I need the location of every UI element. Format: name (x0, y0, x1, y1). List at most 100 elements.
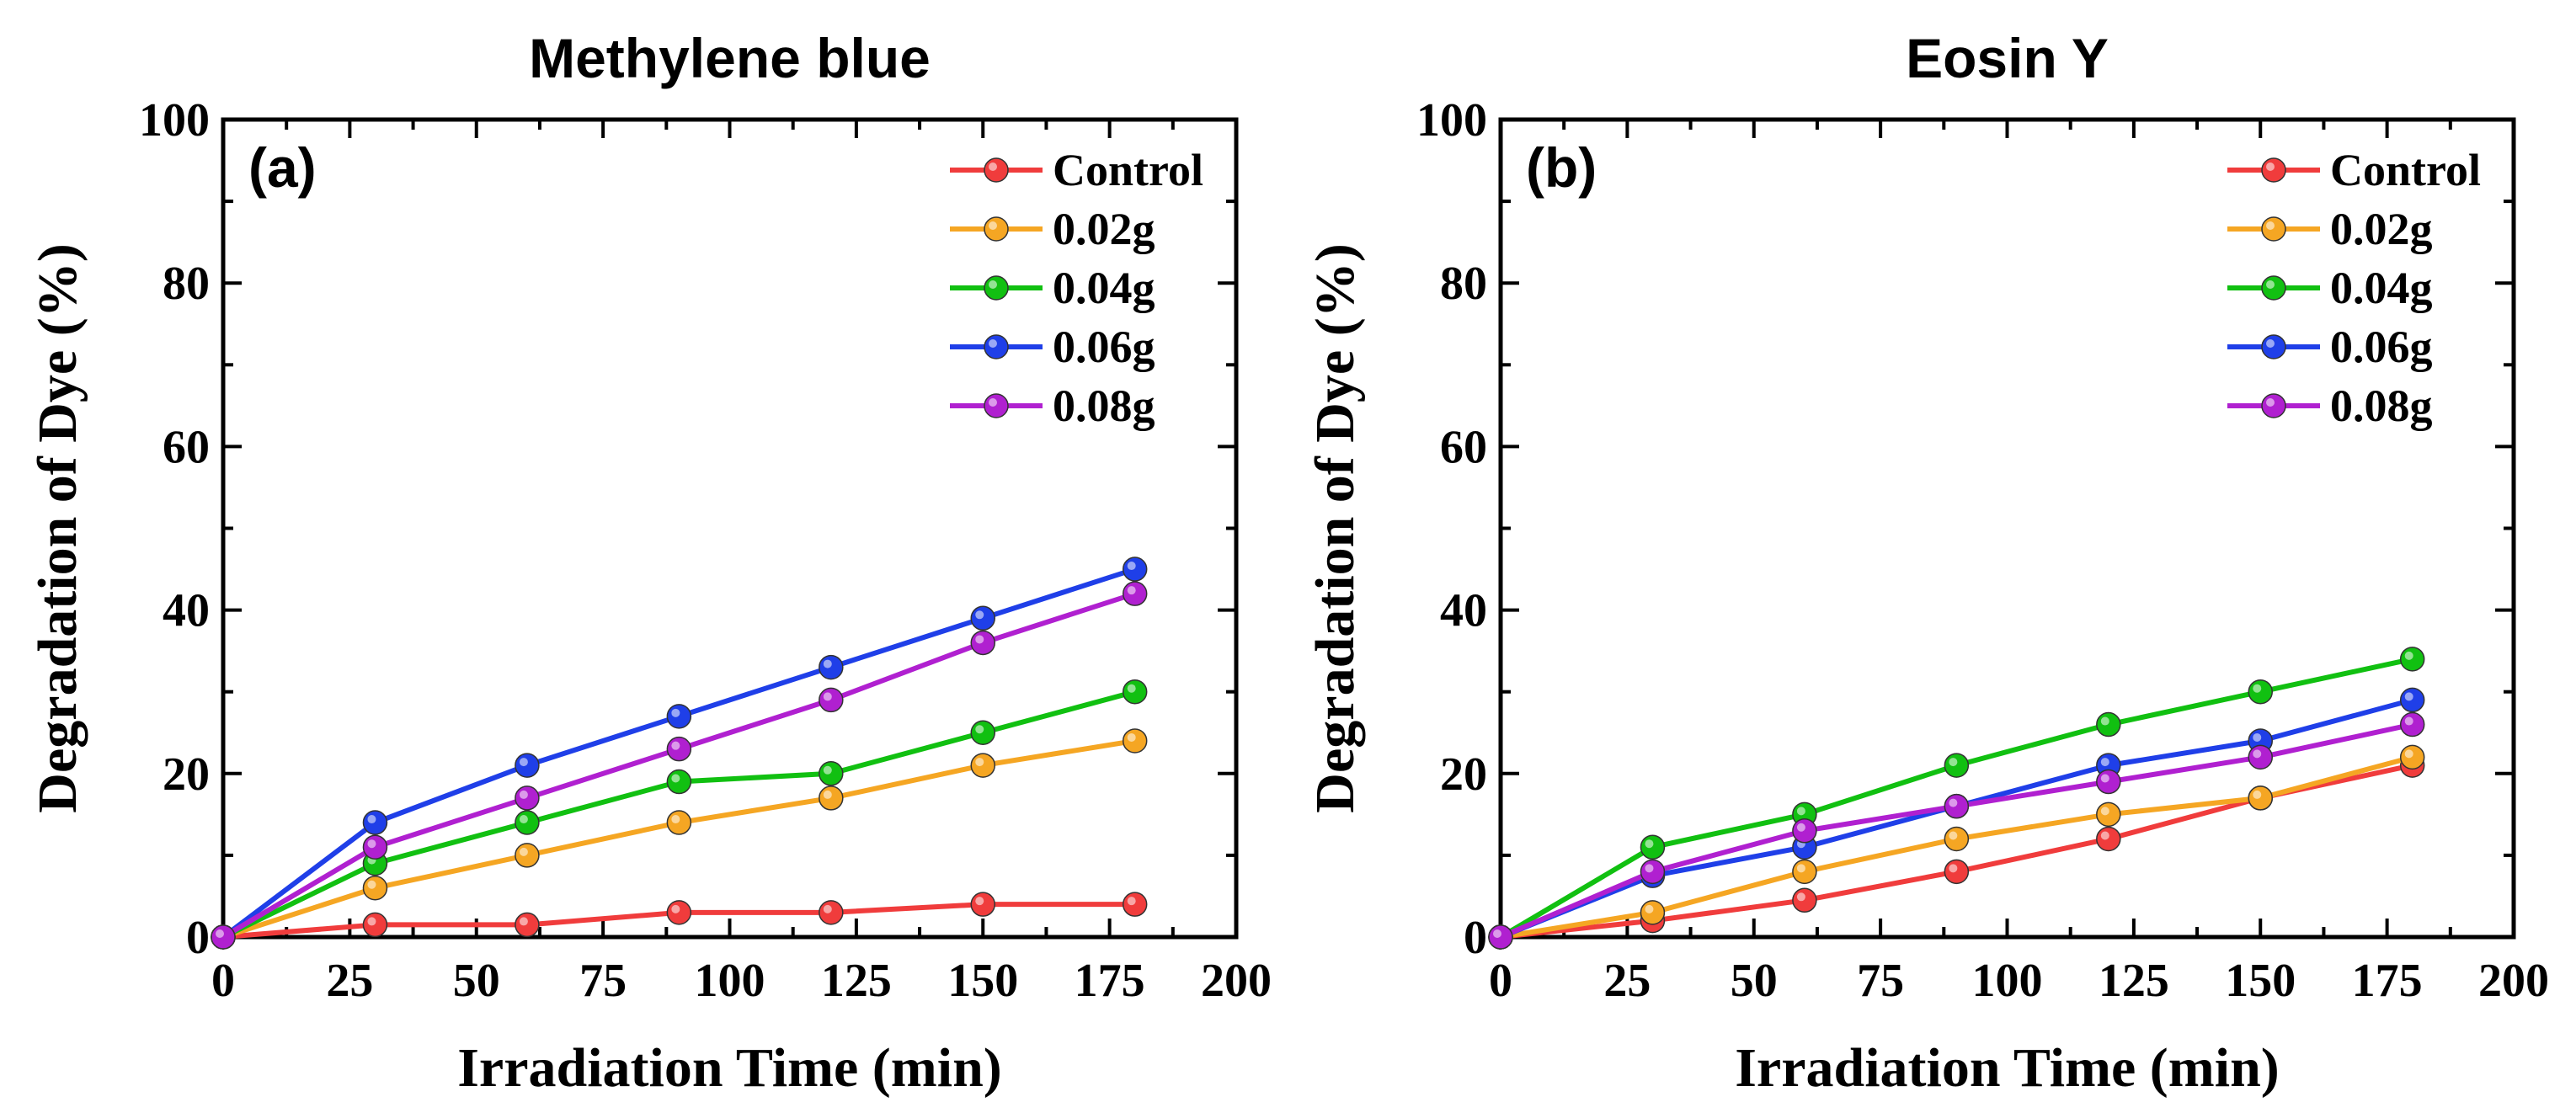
data-point (1122, 679, 1148, 705)
data-point-highlight (519, 847, 528, 856)
data-point-highlight (1127, 586, 1136, 595)
data-point (1640, 834, 1666, 860)
legend-marker-highlight (2266, 398, 2275, 407)
data-point (515, 810, 540, 835)
x-tick-label: 150 (2225, 955, 2296, 1007)
data-point-highlight (671, 815, 680, 824)
data-point-highlight (671, 774, 680, 783)
y-axis-label: Degradation of Dye (%) (1304, 243, 1366, 812)
y-tick-label: 20 (163, 748, 210, 801)
data-point (1944, 826, 1970, 852)
data-point (362, 834, 388, 860)
data-point-highlight (1796, 864, 1805, 873)
data-point-highlight (2253, 684, 2262, 693)
legend: Control 0.02g 0.04g 0.06g 0.08g (950, 145, 1203, 431)
legend: Control 0.02g 0.04g 0.06g 0.08g (2227, 145, 2481, 431)
y-axis-label: Degradation of Dye (%) (27, 243, 88, 812)
data-point (515, 843, 540, 868)
y-tick-label: 0 (1464, 912, 1487, 964)
series-0-08g (211, 581, 1148, 950)
data-point-highlight (216, 929, 224, 938)
x-tick-label: 175 (1075, 955, 1145, 1007)
y-tick-label: 60 (1440, 421, 1487, 473)
legend-marker-highlight (989, 398, 997, 407)
x-tick-label: 25 (326, 955, 373, 1007)
data-point (1792, 887, 1817, 913)
legend-marker (984, 157, 1009, 183)
series-0-08g (1488, 711, 2425, 950)
data-point-highlight (367, 815, 376, 824)
data-point-highlight (2404, 716, 2413, 726)
y-tick-label: 80 (1440, 258, 1487, 310)
data-point (2248, 744, 2273, 770)
data-point-highlight (2253, 790, 2262, 799)
data-point (1122, 556, 1148, 582)
data-point-highlight (2100, 831, 2109, 840)
data-point (1944, 859, 1970, 885)
data-point (819, 900, 844, 925)
legend-label: 0.04g (2330, 263, 2433, 313)
data-point (2399, 647, 2425, 672)
data-point-highlight (2100, 807, 2109, 816)
y-tick-label: 100 (1416, 94, 1487, 146)
data-point-highlight (2404, 651, 2413, 660)
data-point-highlight (1796, 807, 1805, 816)
data-point-highlight (823, 790, 832, 799)
data-point-highlight (1949, 831, 1958, 840)
data-point (666, 736, 692, 762)
series-control (211, 892, 1148, 950)
data-point (515, 785, 540, 811)
series-0-04g (1488, 647, 2425, 950)
data-point-highlight (1949, 798, 1958, 807)
data-point (970, 720, 995, 745)
data-point (2096, 711, 2121, 738)
data-point-highlight (823, 692, 832, 701)
data-point (970, 630, 995, 656)
data-point (2096, 826, 2121, 852)
data-point (2096, 769, 2121, 795)
x-tick-label: 200 (2478, 955, 2549, 1007)
chart-title: Methylene blue (529, 27, 931, 89)
data-point-highlight (1127, 684, 1136, 693)
data-point-highlight (975, 897, 984, 906)
legend-label: Control (2330, 145, 2481, 195)
legend-marker (984, 216, 1009, 242)
data-point (970, 605, 995, 631)
legend-label: 0.02g (1053, 204, 1155, 254)
y-tick-label: 100 (139, 94, 210, 146)
x-tick-label: 25 (1603, 955, 1651, 1007)
data-point (1488, 924, 1513, 950)
data-point (666, 810, 692, 835)
data-point (2399, 744, 2425, 770)
panel-label: (a) (248, 136, 317, 199)
chart-panel-b: Eosin Y 0 25 50 75 100 125 150 175 200 0 20 40 60 80 10… (1304, 27, 2549, 1099)
legend-label: 0.04g (1053, 263, 1155, 313)
data-point (1122, 892, 1148, 917)
data-point (2248, 679, 2273, 705)
x-tick-label: 150 (947, 955, 1018, 1007)
data-point-highlight (975, 610, 984, 620)
data-point (1792, 818, 1817, 844)
data-point-highlight (2100, 716, 2109, 726)
data-point (515, 753, 540, 778)
data-point-highlight (1127, 897, 1136, 906)
data-point (211, 924, 236, 950)
data-point-highlight (519, 917, 528, 926)
legend-label: 0.02g (2330, 204, 2433, 254)
data-point (362, 912, 388, 938)
data-point (970, 753, 995, 778)
data-point-highlight (2100, 774, 2109, 783)
legend-marker-highlight (2266, 221, 2275, 230)
legend-marker-highlight (2266, 162, 2275, 171)
data-point (666, 900, 692, 925)
legend-marker (2261, 275, 2286, 301)
y-tick-label: 40 (163, 585, 210, 637)
legend-label: 0.06g (2330, 322, 2433, 372)
legend-marker (2261, 393, 2286, 418)
data-point (819, 687, 844, 713)
data-point-highlight (519, 758, 528, 767)
x-axis-label: Irradiation Time (min) (457, 1037, 1002, 1099)
data-point (1640, 900, 1666, 925)
legend-marker (2261, 334, 2286, 359)
x-tick-label: 50 (1731, 955, 1778, 1007)
